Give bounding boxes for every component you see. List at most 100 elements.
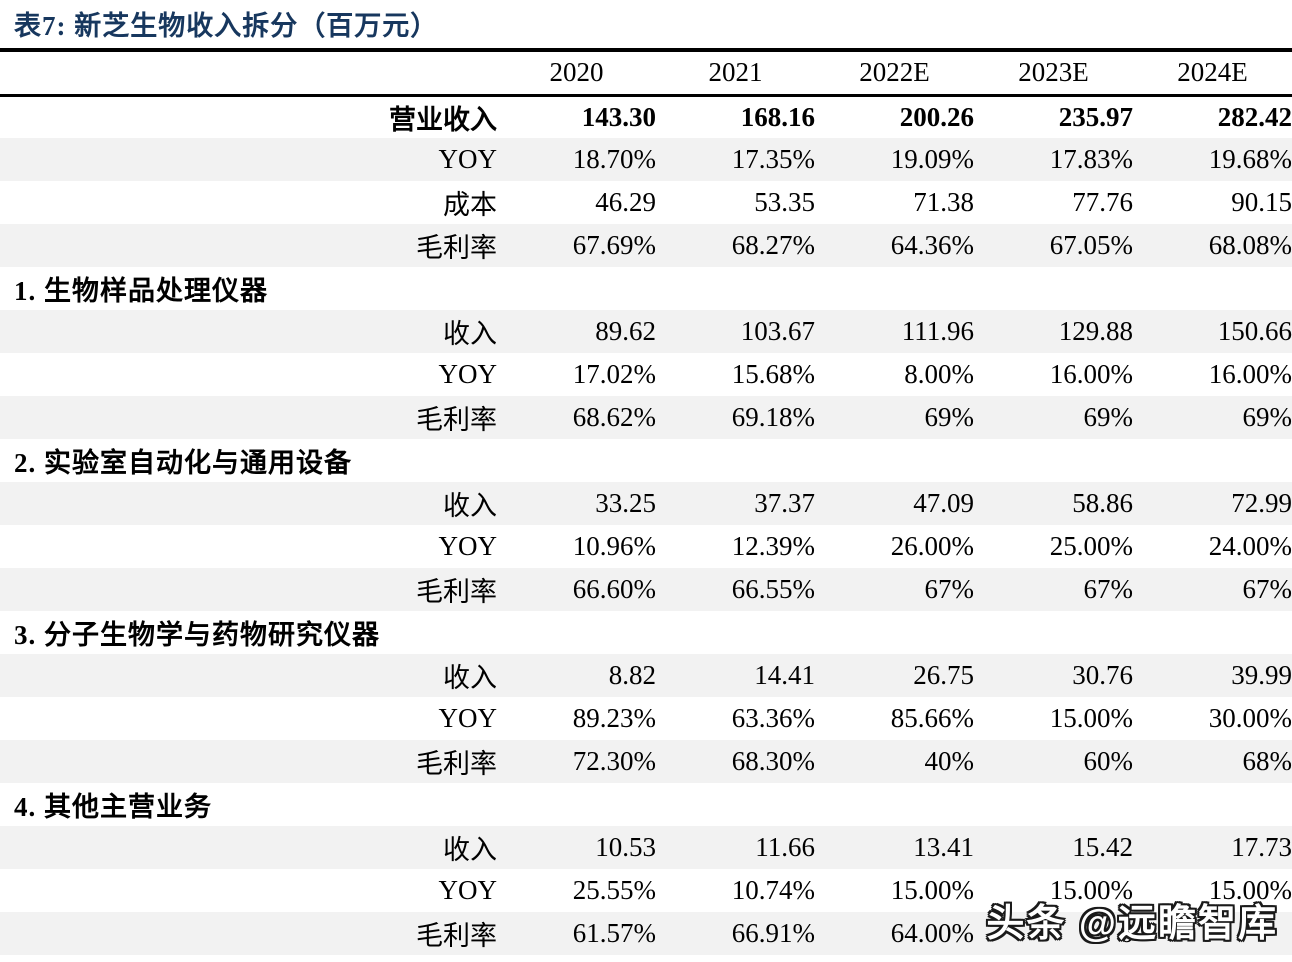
cell-value: 17.02% (572, 359, 656, 389)
cell-value: 89.23% (572, 703, 656, 733)
table-row: 收入 10.53 11.66 13.41 15.42 17.73 (0, 826, 1292, 869)
row-label: 成本 (443, 190, 497, 220)
row-label: YOY (438, 875, 498, 905)
cell-value: 72.30% (572, 746, 656, 776)
revenue-breakdown-table: 2020 2021 2022E 2023E 2024E 营业收入 143.30 168.16… (0, 52, 1292, 955)
cell-value: 17.73 (1231, 832, 1292, 862)
table-row: 成本 46.29 53.35 71.38 77.76 90.15 (0, 181, 1292, 224)
cell-value: 71.38 (913, 187, 974, 217)
section-label: 2. 实验室自动化与通用设备 (14, 448, 352, 478)
cell-value: 60% (1083, 746, 1134, 776)
table-body: 营业收入 143.30 168.16 200.26 235.97 282.42 YOY 18.… (0, 95, 1292, 955)
cell-value: 6 (1119, 918, 1134, 948)
cell-value: 69% (1083, 402, 1134, 432)
cell-value: 69% (1242, 402, 1292, 432)
section-row: 3. 分子生物学与药物研究仪器 (0, 611, 1292, 654)
cell-value: 13.41 (913, 832, 974, 862)
cell-value: 63.36% (731, 703, 815, 733)
cell-value: 111.96 (901, 316, 974, 346)
cell-value: 69% (924, 402, 975, 432)
section-label: 1. 生物样品处理仪器 (14, 276, 268, 306)
cell-value: 68.27% (731, 230, 815, 260)
cell-value: 26.00% (890, 531, 974, 561)
cell-value: 10.96% (572, 531, 656, 561)
cell-value: 26.75 (913, 660, 974, 690)
cell-value: 67.69% (572, 230, 656, 260)
watermark-text: 头条 @远瞻智库 (986, 903, 1278, 945)
header-cell-year: 2022E (859, 57, 930, 88)
cell-value: 61.57% (572, 918, 656, 948)
cell-value: 67% (1083, 574, 1134, 604)
cell-value: 30.00% (1208, 703, 1292, 733)
cell-value: 25.55% (572, 875, 656, 905)
cell-value: 68% (1242, 746, 1292, 776)
cell-value: 64.00% (890, 918, 974, 948)
row-label: 营业收入 (389, 104, 497, 135)
section-row: 4. 其他主营业务 (0, 783, 1292, 826)
cell-value: 168.16 (740, 101, 815, 132)
cell-value: 89.62 (595, 316, 656, 346)
cell-value: 68.08% (1208, 230, 1292, 260)
table-row: 收入 33.25 37.37 47.09 58.86 72.99 (0, 482, 1292, 525)
cell-value: 8.82 (608, 660, 656, 690)
header-cell-year: 2024E (1177, 57, 1248, 88)
cell-value: 103.67 (740, 316, 815, 346)
cell-value: 47.09 (913, 488, 974, 518)
row-label: 收入 (443, 835, 497, 865)
cell-value: 8.00% (904, 359, 974, 389)
table-row: YOY 89.23% 63.36% 85.66% 15.00% 30.00% (0, 697, 1292, 740)
cell-value: 25.00% (1049, 531, 1133, 561)
table-row: 毛利率 72.30% 68.30% 40% 60% 68% (0, 740, 1292, 783)
header-cell-year: 2021 (708, 57, 763, 88)
cell-value: 85.66% (890, 703, 974, 733)
table-row: YOY 25.55% 10.74% 15.00% 15.00% 15.00% (0, 869, 1292, 912)
cell-value: 67% (1242, 574, 1292, 604)
cell-value: 72.99 (1231, 488, 1292, 518)
cell-value: 53.35 (754, 187, 815, 217)
cell-value: 19.68% (1208, 144, 1292, 174)
row-label: 毛利率 (416, 921, 497, 951)
header-cell-empty (0, 52, 497, 95)
table-row: 收入 89.62 103.67 111.96 129.88 150.66 (0, 310, 1292, 353)
table-row: YOY 10.96% 12.39% 26.00% 25.00% 24.00% (0, 525, 1292, 568)
row-label: 毛利率 (416, 233, 497, 263)
cell-value: 64.36% (890, 230, 974, 260)
table-row: 毛利率 68.62% 69.18% 69% 69% 69% (0, 396, 1292, 439)
cell-value: 68.62% (572, 402, 656, 432)
cell-value: 37.37 (754, 488, 815, 518)
section-row: 2. 实验室自动化与通用设备 (0, 439, 1292, 482)
cell-value: 10.74% (731, 875, 815, 905)
row-label: 收入 (443, 491, 497, 521)
cell-value: 14.41 (754, 660, 815, 690)
cell-value: 19.09% (890, 144, 974, 174)
cell-value: 67% (924, 574, 975, 604)
row-label: 毛利率 (416, 405, 497, 435)
cell-value: 15.00% (1049, 703, 1133, 733)
cell-value: 17.35% (731, 144, 815, 174)
table-header: 2020 2021 2022E 2023E 2024E (0, 52, 1292, 95)
cell-value: 17.83% (1049, 144, 1133, 174)
cell-value: 15.00% (890, 875, 974, 905)
cell-value: 40% (924, 746, 975, 776)
header-cell-year: 2023E (1018, 57, 1089, 88)
row-label: YOY (438, 144, 498, 174)
cell-value: 39.99 (1231, 660, 1292, 690)
cell-value: 66.60% (572, 574, 656, 604)
row-label: 收入 (443, 663, 497, 693)
cell-value: 150.66 (1217, 316, 1292, 346)
cell-value: 69.18% (731, 402, 815, 432)
cell-value: 24.00% (1208, 531, 1292, 561)
cell-value: 16.00% (1208, 359, 1292, 389)
cell-value: 90.15 (1231, 187, 1292, 217)
row-label: 收入 (443, 319, 497, 349)
header-row: 2020 2021 2022E 2023E 2024E (0, 52, 1292, 95)
cell-value: 18.70% (572, 144, 656, 174)
cell-value: 46.29 (595, 187, 656, 217)
cell-value: 68.30% (731, 746, 815, 776)
section-row: 1. 生物样品处理仪器 (0, 267, 1292, 310)
table-row: 收入 8.82 14.41 26.75 30.76 39.99 (0, 654, 1292, 697)
cell-value: 15.00% (1208, 875, 1292, 905)
section-label: 4. 其他主营业务 (14, 792, 212, 822)
row-label: 毛利率 (416, 749, 497, 779)
